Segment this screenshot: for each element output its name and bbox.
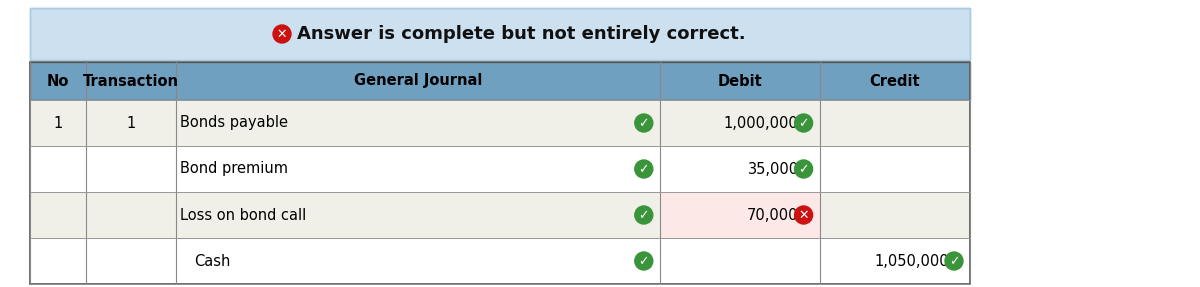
- Text: ✓: ✓: [949, 255, 959, 268]
- Text: ✓: ✓: [638, 255, 649, 268]
- Text: ✓: ✓: [798, 117, 809, 130]
- Bar: [30, 8, 970, 60]
- Text: Transaction: Transaction: [83, 73, 179, 88]
- Text: General Journal: General Journal: [354, 73, 482, 88]
- Text: Credit: Credit: [870, 73, 920, 88]
- Bar: [30, 238, 970, 284]
- Bar: [30, 146, 970, 192]
- Text: No: No: [47, 73, 70, 88]
- Text: 1,000,000: 1,000,000: [724, 115, 799, 131]
- Circle shape: [946, 252, 964, 270]
- Bar: [30, 100, 970, 146]
- Bar: [30, 8, 970, 60]
- Circle shape: [274, 25, 292, 43]
- Text: Cash: Cash: [193, 253, 230, 269]
- Text: 70,000: 70,000: [748, 208, 799, 222]
- Text: Bonds payable: Bonds payable: [180, 115, 288, 131]
- Text: ✕: ✕: [798, 209, 809, 222]
- Bar: [660, 192, 820, 238]
- Text: Loss on bond call: Loss on bond call: [180, 208, 306, 222]
- Bar: [30, 62, 970, 284]
- Bar: [30, 62, 970, 100]
- Text: ✓: ✓: [638, 117, 649, 130]
- Circle shape: [635, 206, 653, 224]
- Text: ✓: ✓: [798, 163, 809, 176]
- Circle shape: [794, 206, 812, 224]
- Text: 35,000: 35,000: [748, 162, 799, 177]
- Text: ✓: ✓: [638, 163, 649, 176]
- Text: Bond premium: Bond premium: [180, 162, 288, 177]
- Circle shape: [635, 252, 653, 270]
- Circle shape: [635, 114, 653, 132]
- Text: ✕: ✕: [277, 28, 287, 41]
- Bar: [30, 192, 970, 238]
- Text: Answer is complete but not entirely correct.: Answer is complete but not entirely corr…: [298, 25, 745, 43]
- Text: Debit: Debit: [718, 73, 762, 88]
- Text: ✓: ✓: [638, 209, 649, 222]
- Circle shape: [794, 160, 812, 178]
- Circle shape: [794, 114, 812, 132]
- Circle shape: [635, 160, 653, 178]
- Text: 1,050,000: 1,050,000: [875, 253, 949, 269]
- Text: 1: 1: [54, 115, 62, 131]
- Text: 1: 1: [126, 115, 136, 131]
